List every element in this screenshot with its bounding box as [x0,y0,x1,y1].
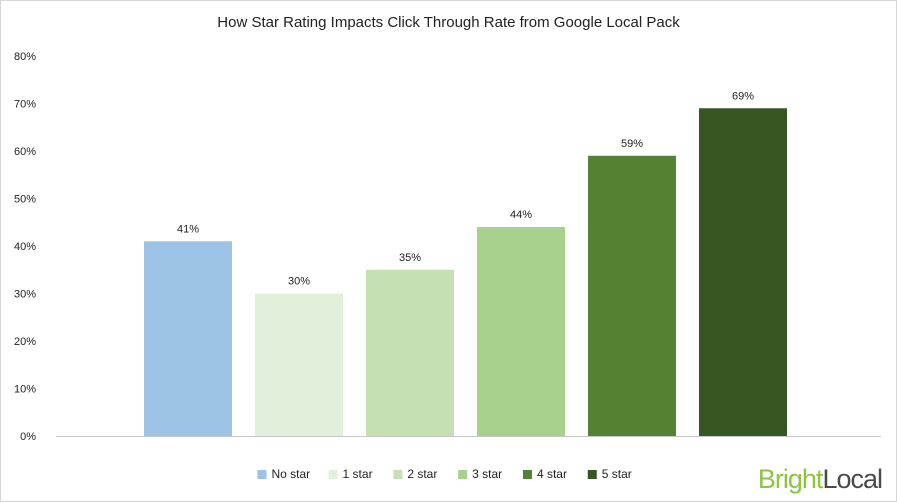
legend-label: 5 star [602,467,632,481]
legend-swatch [522,470,532,479]
legend-swatch [587,470,597,479]
chart-title: How Star Rating Impacts Click Through Ra… [217,14,680,31]
y-tick-label: 70% [14,99,36,111]
legend-swatch [257,470,267,479]
y-tick-label: 60% [14,146,36,158]
bar-3-star [477,227,565,436]
bar-2-star [366,269,454,436]
y-tick-label: 20% [14,336,36,348]
y-tick-label: 30% [14,289,36,301]
bar-5-star [699,108,787,436]
y-tick-label: 40% [14,241,36,253]
data-label: 41% [177,223,199,235]
logo-part-bright: Bright [757,464,824,494]
logo-part-local: Local [822,464,883,494]
legend-label: 2 star [407,467,437,481]
bar-4-star [588,155,676,436]
bar-no-star [144,241,232,436]
legend-swatch [393,470,403,479]
legend-label: No star [271,467,310,481]
legend-label: 3 star [472,467,502,481]
data-label: 44% [510,209,532,221]
brightlocal-logo: BrightLocal [757,464,883,495]
y-tick-label: 50% [14,194,36,206]
bar-1-star [255,293,343,436]
data-label: 69% [732,90,754,102]
legend-label: 1 star [343,467,373,481]
y-tick-label: 10% [14,384,36,396]
legend-swatch [328,470,338,479]
y-tick-label: 0% [20,431,36,443]
y-tick-label: 80% [14,51,36,63]
data-label: 59% [621,138,643,150]
legend-swatch [458,470,468,479]
data-label: 30% [288,276,310,288]
legend-label: 4 star [537,467,567,481]
data-label: 35% [399,252,421,264]
